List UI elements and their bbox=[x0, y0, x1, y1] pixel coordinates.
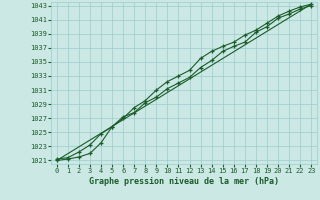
X-axis label: Graphe pression niveau de la mer (hPa): Graphe pression niveau de la mer (hPa) bbox=[89, 177, 279, 186]
